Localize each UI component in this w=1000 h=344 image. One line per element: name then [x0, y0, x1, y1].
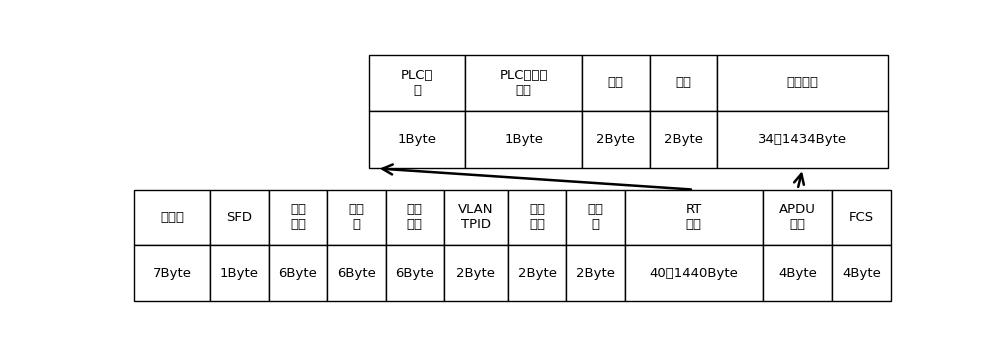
Text: PLC编
号: PLC编 号 [401, 69, 433, 97]
Bar [717, 111, 888, 169]
Bar [444, 245, 508, 301]
Bar [465, 111, 582, 169]
Text: 40～1440Byte: 40～1440Byte [649, 267, 738, 280]
Bar [566, 245, 625, 301]
Text: 1Byte: 1Byte [504, 133, 543, 147]
Bar [269, 190, 327, 245]
Bar [327, 245, 386, 301]
Text: 2Byte: 2Byte [596, 133, 635, 147]
Bar [625, 245, 763, 301]
Text: 源地
址: 源地 址 [348, 203, 364, 232]
Bar [832, 190, 891, 245]
Bar [717, 54, 888, 111]
Bar [763, 245, 832, 301]
Bar [134, 190, 210, 245]
Bar [369, 111, 465, 169]
Text: 34～1434Byte: 34～1434Byte [758, 133, 847, 147]
Bar [625, 190, 763, 245]
Bar [763, 190, 832, 245]
Text: 2Byte: 2Byte [576, 267, 615, 280]
Text: 4Byte: 4Byte [778, 267, 817, 280]
Bar [386, 245, 444, 301]
Bar [566, 190, 625, 245]
Text: 前导码: 前导码 [160, 211, 184, 224]
Text: 实时数据: 实时数据 [787, 76, 819, 89]
Text: 网络
协议: 网络 协议 [529, 203, 545, 232]
Text: 6Byte: 6Byte [337, 267, 376, 280]
Text: VLAN
TPID: VLAN TPID [458, 203, 494, 232]
Bar [444, 190, 508, 245]
Text: 6Byte: 6Byte [278, 267, 317, 280]
Text: RT
数据: RT 数据 [686, 203, 702, 232]
Text: FCS: FCS [849, 211, 874, 224]
Bar [134, 245, 210, 301]
Bar [832, 245, 891, 301]
Text: 4Byte: 4Byte [842, 267, 881, 280]
Text: 目的
地址: 目的 地址 [290, 203, 306, 232]
Bar [269, 245, 327, 301]
Bar [327, 190, 386, 245]
Bar [508, 245, 566, 301]
Text: 密鑰: 密鑰 [675, 76, 691, 89]
Text: 2Byte: 2Byte [664, 133, 703, 147]
Bar [210, 190, 269, 245]
Bar [650, 54, 717, 111]
Text: SFD: SFD [227, 211, 253, 224]
Bar [369, 54, 465, 111]
Bar [210, 245, 269, 301]
Bar [386, 190, 444, 245]
Bar [582, 54, 650, 111]
Text: APDU
数据: APDU 数据 [779, 203, 816, 232]
Text: 密码: 密码 [608, 76, 624, 89]
Bar [465, 54, 582, 111]
Text: 6Byte: 6Byte [395, 267, 434, 280]
Text: 1Byte: 1Byte [220, 267, 259, 280]
Text: 7Byte: 7Byte [153, 267, 192, 280]
Bar [508, 190, 566, 245]
Text: PLC控制器
类型: PLC控制器 类型 [499, 69, 548, 97]
Text: 2Byte: 2Byte [456, 267, 495, 280]
Bar [650, 111, 717, 169]
Text: 2Byte: 2Byte [518, 267, 557, 280]
Text: 1Byte: 1Byte [398, 133, 437, 147]
Bar [582, 111, 650, 169]
Text: 帧类
型: 帧类 型 [587, 203, 603, 232]
Text: 网络
类型: 网络 类型 [407, 203, 423, 232]
